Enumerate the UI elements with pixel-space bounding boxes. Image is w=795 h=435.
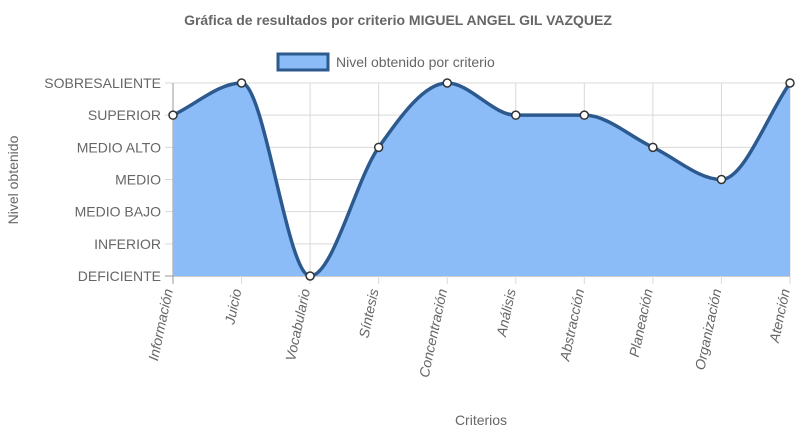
data-point[interactable] bbox=[511, 110, 521, 120]
legend-label[interactable]: Nivel obtenido por criterio bbox=[336, 54, 495, 70]
y-tick-label: MEDIO bbox=[115, 172, 161, 188]
legend[interactable]: Nivel obtenido por criterio bbox=[276, 52, 495, 72]
y-tick-label: INFERIOR bbox=[94, 236, 161, 252]
data-point[interactable] bbox=[168, 110, 178, 120]
x-tick-label: Vocabulario bbox=[282, 287, 313, 362]
series-points bbox=[168, 78, 795, 281]
data-point[interactable] bbox=[648, 142, 658, 153]
legend-swatch[interactable] bbox=[276, 52, 330, 72]
y-tick-label: SUPERIOR bbox=[88, 107, 161, 123]
y-tick-label: SOBRESALIENTE bbox=[44, 75, 161, 91]
x-tick-label: Concentración bbox=[416, 287, 450, 379]
x-tick-label: Juicio bbox=[221, 287, 244, 327]
x-tick-label: Atención bbox=[766, 287, 793, 345]
x-tick-label: Planeación bbox=[626, 287, 656, 358]
series-area bbox=[173, 83, 790, 276]
data-point[interactable] bbox=[785, 78, 795, 88]
y-axis: DEFICIENTE INFERIOR MEDIO BAJO MEDIO MEDIO A… bbox=[44, 75, 161, 284]
x-axis-title: Criterios bbox=[455, 412, 507, 428]
x-tick-label: Abstracción bbox=[556, 287, 587, 363]
data-point[interactable] bbox=[442, 78, 452, 88]
x-tick-label: Síntesis bbox=[356, 287, 382, 339]
chart-title: Gráfica de resultados por criterio MIGUE… bbox=[184, 12, 612, 28]
y-tick-label: MEDIO BAJO bbox=[75, 204, 161, 220]
data-point[interactable] bbox=[305, 271, 315, 281]
data-point[interactable] bbox=[716, 174, 727, 185]
y-tick-label: DEFICIENTE bbox=[78, 268, 161, 284]
x-tick-label: Información bbox=[145, 287, 176, 362]
data-point[interactable] bbox=[373, 142, 384, 153]
y-axis-title: Nivel obtenido bbox=[5, 135, 21, 224]
x-axis: Información Juicio Vocabulario Síntesis Conc… bbox=[145, 287, 793, 379]
x-tick-label: Organización bbox=[692, 287, 725, 371]
y-tick-label: MEDIO ALTO bbox=[77, 139, 161, 155]
x-tick-label: Análisis bbox=[493, 287, 519, 339]
data-point[interactable] bbox=[236, 78, 247, 88]
data-point[interactable] bbox=[579, 110, 590, 120]
